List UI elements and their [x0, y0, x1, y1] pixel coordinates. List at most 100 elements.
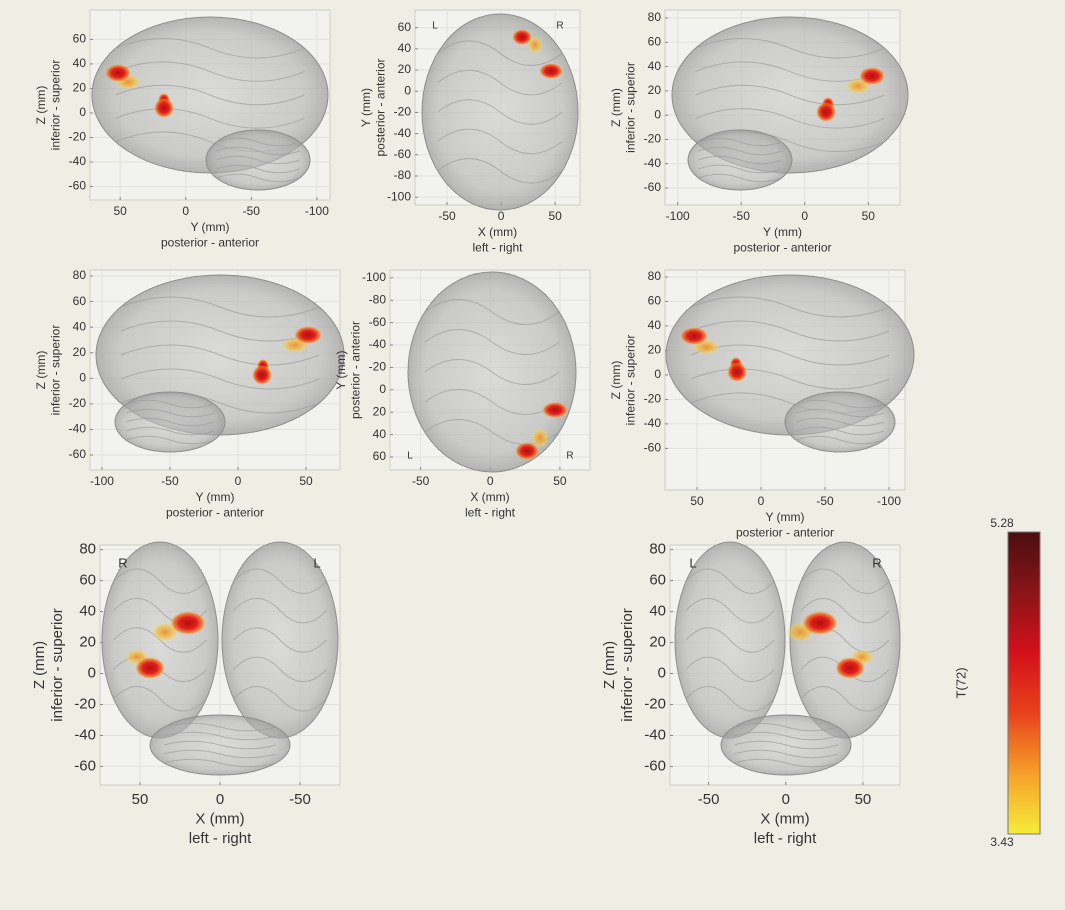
y-axis-label: Z (mm): [34, 86, 48, 125]
gyrus: [690, 344, 890, 366]
x-tick-label: -50: [733, 209, 751, 223]
x-tick-label: 0: [758, 494, 765, 508]
y-tick-label: 20: [398, 62, 412, 76]
x-tick-label: 0: [235, 474, 242, 488]
gyrus: [698, 137, 782, 147]
gyrus: [685, 568, 775, 594]
gyrus: [113, 686, 207, 712]
y-axis-label: Z (mm): [31, 641, 48, 689]
y-tick-label: 60: [398, 20, 412, 34]
orientation-label: R: [872, 555, 881, 570]
y-axis-sublabel: inferior - superior: [49, 325, 63, 416]
x-tick-label: 0: [801, 209, 808, 223]
activation-blob: [859, 67, 885, 85]
gyrus: [800, 597, 890, 624]
gyrus: [437, 158, 563, 184]
y-tick-label: 20: [73, 81, 87, 95]
y-tick-label: 20: [648, 343, 662, 357]
activation-blob: [515, 442, 539, 460]
gyrus: [125, 426, 215, 436]
gyrus: [800, 568, 890, 594]
y-axis-label: Y (mm): [359, 88, 373, 127]
gyrus: [795, 426, 885, 436]
activation-blob: [170, 611, 206, 635]
y-tick-label: -20: [369, 360, 387, 374]
x-tick-label: -50: [412, 474, 430, 488]
x-tick-label: 50: [113, 204, 127, 218]
y-axis-label: Z (mm): [609, 361, 623, 400]
gyrus: [125, 435, 215, 445]
gyrus: [424, 389, 560, 415]
gyrus: [163, 740, 277, 750]
y-tick-label: -60: [644, 180, 662, 194]
x-tick-label: 50: [299, 474, 313, 488]
y-axis-sublabel: inferior - superior: [49, 608, 66, 721]
y-tick-label: -60: [69, 447, 87, 461]
activation-blob: [512, 29, 532, 45]
gyrus: [795, 417, 885, 427]
activation-blob: [727, 362, 747, 382]
y-tick-label: 0: [654, 367, 661, 381]
orientation-label: L: [407, 451, 413, 462]
y-axis-sublabel: inferior - superior: [619, 608, 636, 721]
x-axis-sublabel: left - right: [754, 830, 817, 847]
y-tick-label: 20: [649, 634, 666, 651]
y-tick-label: -60: [644, 757, 666, 774]
activation-blob: [542, 402, 568, 418]
gyrus: [733, 740, 839, 750]
y-tick-label: 60: [73, 294, 87, 308]
y-axis-sublabel: posterior - anterior: [374, 58, 388, 156]
orientation-label: L: [689, 555, 696, 570]
y-tick-label: -40: [74, 726, 96, 743]
y-tick-label: 40: [648, 59, 662, 73]
activation-blob: [105, 64, 131, 82]
y-tick-label: 0: [404, 83, 411, 97]
y-tick-label: -60: [74, 757, 96, 774]
gyrus: [424, 329, 560, 355]
gyrus: [437, 128, 563, 154]
y-tick-label: -20: [394, 105, 412, 119]
y-tick-label: 80: [648, 10, 662, 24]
activation-blob: [539, 63, 563, 79]
x-tick-label: -100: [666, 209, 690, 223]
y-tick-label: 60: [649, 572, 666, 589]
gyrus: [216, 137, 300, 147]
activation-blob: [802, 611, 838, 635]
x-tick-label: -100: [90, 474, 114, 488]
gyrus: [685, 597, 775, 624]
y-tick-label: 40: [649, 603, 666, 620]
x-axis-sublabel: posterior - anterior: [736, 525, 834, 539]
x-axis-sublabel: posterior - anterior: [166, 505, 264, 519]
y-tick-label: -20: [69, 396, 87, 410]
y-tick-label: -60: [69, 179, 87, 193]
x-tick-label: 50: [553, 474, 567, 488]
y-tick-label: 0: [379, 382, 386, 396]
gyrus: [685, 686, 775, 712]
y-tick-label: 60: [648, 294, 662, 308]
activation-blob: [135, 657, 165, 679]
orientation-label: R: [566, 451, 573, 462]
y-tick-label: 0: [79, 370, 86, 384]
x-axis-sublabel: left - right: [465, 505, 516, 519]
gyrus: [125, 408, 215, 418]
y-tick-label: 60: [73, 32, 87, 46]
gyrus: [695, 108, 885, 129]
gyrus: [163, 758, 277, 768]
x-tick-label: -50: [243, 204, 261, 218]
x-axis-label: Y (mm): [190, 220, 229, 234]
activation-blob: [252, 365, 272, 385]
y-tick-label: 80: [73, 268, 87, 282]
x-axis-label: Y (mm): [763, 225, 802, 239]
gyrus: [163, 749, 277, 759]
gyrus: [795, 435, 885, 445]
gyrus: [125, 399, 215, 409]
x-tick-label: 50: [855, 791, 872, 808]
orientation-label: L: [432, 21, 438, 32]
gyrus: [233, 656, 327, 683]
gyrus: [115, 84, 305, 106]
y-tick-label: 40: [73, 56, 87, 70]
x-tick-label: 0: [782, 791, 790, 808]
gyrus: [695, 37, 885, 59]
activation-blob: [527, 36, 543, 54]
